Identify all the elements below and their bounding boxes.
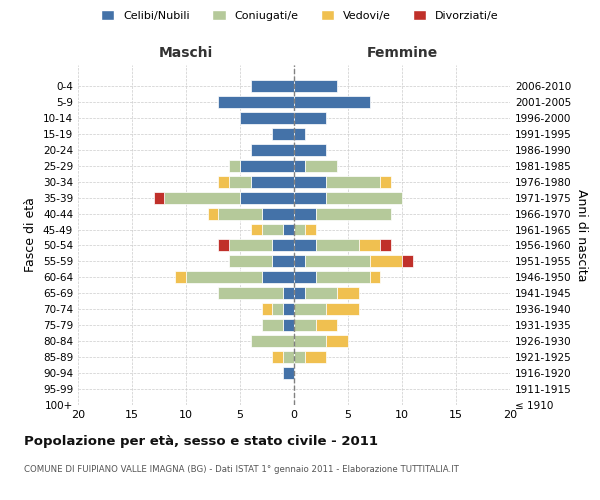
Bar xyxy=(229,256,272,268)
Bar xyxy=(370,272,380,283)
Bar xyxy=(229,240,272,252)
Bar xyxy=(240,160,294,172)
Text: Popolazione per età, sesso e stato civile - 2011: Popolazione per età, sesso e stato civil… xyxy=(24,435,378,448)
Bar xyxy=(272,240,294,252)
Bar xyxy=(326,176,380,188)
Bar xyxy=(305,351,326,363)
Bar xyxy=(272,256,294,268)
Bar xyxy=(294,320,316,331)
Bar xyxy=(326,304,359,316)
Bar xyxy=(283,320,294,331)
Bar xyxy=(305,160,337,172)
Bar xyxy=(294,240,316,252)
Bar xyxy=(316,272,370,283)
Bar xyxy=(294,80,337,92)
Y-axis label: Anni di nascita: Anni di nascita xyxy=(575,188,588,281)
Bar xyxy=(305,256,370,268)
Bar xyxy=(294,351,305,363)
Bar xyxy=(283,367,294,379)
Bar xyxy=(283,288,294,300)
Y-axis label: Fasce di età: Fasce di età xyxy=(25,198,37,272)
Bar xyxy=(272,128,294,140)
Bar xyxy=(164,192,240,203)
Bar xyxy=(262,304,272,316)
Bar xyxy=(294,272,316,283)
Text: COMUNE DI FUIPIANO VALLE IMAGNA (BG) - Dati ISTAT 1° gennaio 2011 - Elaborazione: COMUNE DI FUIPIANO VALLE IMAGNA (BG) - D… xyxy=(24,465,459,474)
Bar xyxy=(251,176,294,188)
Bar xyxy=(283,224,294,235)
Bar xyxy=(229,176,251,188)
Bar xyxy=(326,192,402,203)
Bar xyxy=(186,272,262,283)
Bar xyxy=(294,335,326,347)
Bar xyxy=(294,288,305,300)
Bar xyxy=(294,192,326,203)
Text: Femmine: Femmine xyxy=(367,46,437,60)
Bar xyxy=(208,208,218,220)
Bar xyxy=(251,80,294,92)
Bar xyxy=(218,96,294,108)
Bar xyxy=(294,256,305,268)
Bar xyxy=(294,96,370,108)
Bar xyxy=(316,208,391,220)
Bar xyxy=(218,208,262,220)
Bar xyxy=(154,192,164,203)
Bar xyxy=(272,304,283,316)
Bar xyxy=(218,176,229,188)
Bar xyxy=(316,240,359,252)
Bar xyxy=(294,224,305,235)
Bar xyxy=(337,288,359,300)
Bar xyxy=(305,224,316,235)
Bar xyxy=(251,335,294,347)
Bar xyxy=(294,160,305,172)
Bar xyxy=(294,304,326,316)
Text: Maschi: Maschi xyxy=(159,46,213,60)
Bar xyxy=(294,144,326,156)
Bar xyxy=(370,256,402,268)
Bar xyxy=(359,240,380,252)
Bar xyxy=(294,176,326,188)
Bar xyxy=(218,240,229,252)
Legend: Celibi/Nubili, Coniugati/e, Vedovi/e, Divorziati/e: Celibi/Nubili, Coniugati/e, Vedovi/e, Di… xyxy=(97,6,503,25)
Bar xyxy=(262,208,294,220)
Bar xyxy=(380,240,391,252)
Bar xyxy=(294,112,326,124)
Bar xyxy=(229,160,240,172)
Bar xyxy=(251,224,262,235)
Bar xyxy=(218,288,283,300)
Bar xyxy=(294,128,305,140)
Bar xyxy=(283,351,294,363)
Bar xyxy=(251,144,294,156)
Bar xyxy=(305,288,337,300)
Bar xyxy=(316,320,337,331)
Bar xyxy=(402,256,413,268)
Bar xyxy=(283,304,294,316)
Bar xyxy=(262,320,283,331)
Bar xyxy=(175,272,186,283)
Bar xyxy=(240,112,294,124)
Bar xyxy=(326,335,348,347)
Bar xyxy=(240,192,294,203)
Bar xyxy=(380,176,391,188)
Bar xyxy=(262,224,283,235)
Bar xyxy=(262,272,294,283)
Bar xyxy=(294,208,316,220)
Bar xyxy=(272,351,283,363)
